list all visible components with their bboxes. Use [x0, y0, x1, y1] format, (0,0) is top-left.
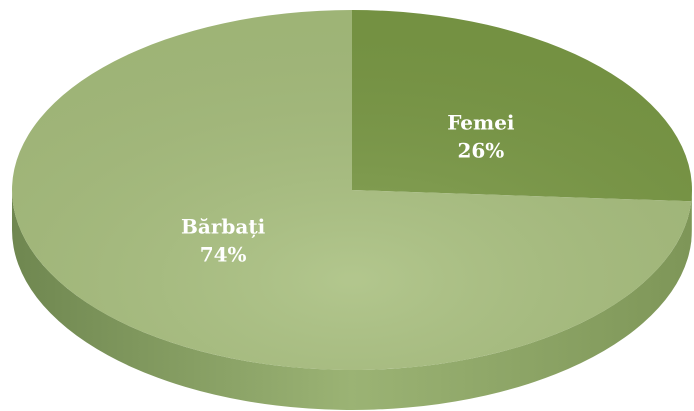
slice-label: Femei	[447, 111, 515, 135]
slice-value-label: 74%	[200, 242, 247, 266]
pie-side	[12, 190, 692, 410]
slice-value-label: 26%	[457, 139, 504, 163]
pie-side	[691, 190, 692, 242]
pie-shine	[12, 10, 692, 370]
slice-label: Bărbați	[181, 214, 266, 238]
